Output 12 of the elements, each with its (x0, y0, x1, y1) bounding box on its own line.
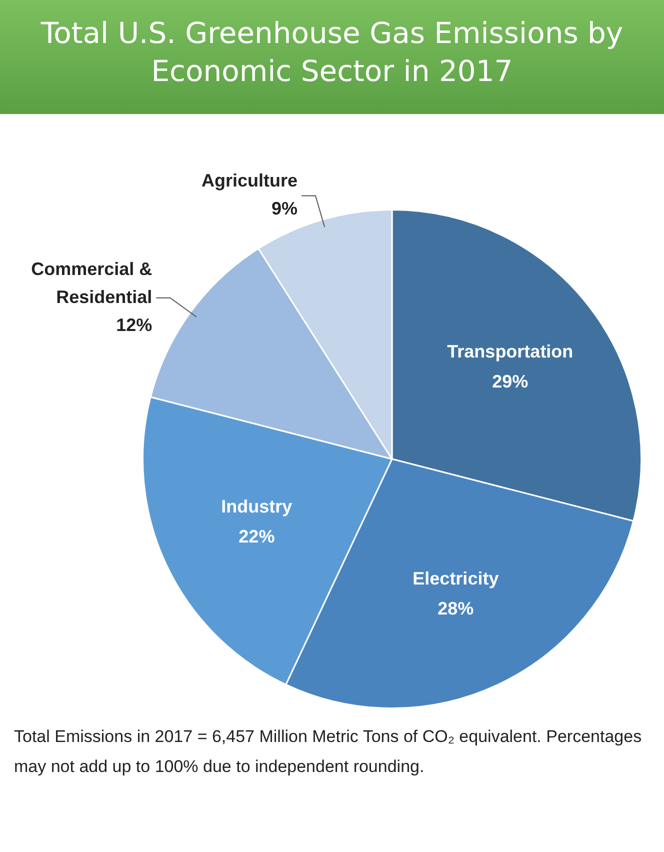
data-label: 9% (271, 198, 298, 219)
slice-label: Agriculture (201, 170, 298, 191)
data-label: 12% (116, 314, 152, 335)
data-label: 28% (438, 598, 474, 618)
slice-label: Commercial & Residential (31, 258, 152, 307)
data-label: 29% (492, 371, 528, 392)
slice-label: Electricity (412, 568, 499, 588)
chart-title: Total U.S. Greenhouse Gas Emissions by Economic Sector in 2017 (0, 0, 664, 114)
text: Total Emissions in 2017 = 6,457 Million Metric Tons of CO₂ equivalent. Percentages may not add up to 100% due to independent rounding. (13, 726, 643, 778)
slice-label: Industry (221, 496, 292, 517)
slice-label: Transportation (447, 341, 574, 362)
data-label: 22% (238, 526, 275, 547)
